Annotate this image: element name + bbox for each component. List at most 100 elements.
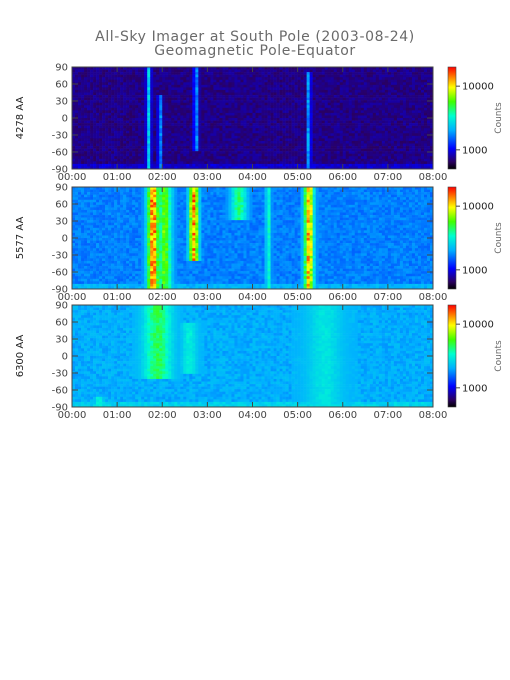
heat-cell xyxy=(405,146,410,149)
heat-cell xyxy=(219,140,223,144)
heat-cell xyxy=(408,156,413,160)
heat-cell xyxy=(213,95,217,98)
heat-cell xyxy=(378,158,383,162)
heat-cell xyxy=(255,148,259,152)
heat-cell xyxy=(264,84,268,88)
heat-cell xyxy=(429,118,434,121)
colorbar-tick-label: 10000 xyxy=(462,82,494,93)
heat-cell xyxy=(219,74,223,78)
heat-cell xyxy=(411,100,416,103)
heat-cell xyxy=(318,163,322,167)
heat-cell xyxy=(387,156,392,160)
x-tick-label: 06:00 xyxy=(328,172,357,183)
heat-cell xyxy=(123,156,127,160)
heat-cell xyxy=(234,143,238,147)
heat-cell xyxy=(264,112,268,116)
heat-cell xyxy=(123,74,127,78)
heat-cell xyxy=(291,146,295,149)
heat-cell xyxy=(348,161,353,165)
heat-cell xyxy=(351,125,356,129)
heat-cell xyxy=(261,77,265,81)
heat-cell xyxy=(114,82,118,86)
heat-cell xyxy=(246,166,250,170)
heat-cell xyxy=(192,151,196,154)
heat-cell xyxy=(339,125,344,129)
heat-cell xyxy=(243,128,247,132)
heat-cell xyxy=(333,97,338,101)
heat-cell xyxy=(297,133,301,137)
heat-cell xyxy=(378,143,383,147)
heat-cell xyxy=(246,110,250,114)
heat-cell xyxy=(324,67,329,70)
heat-cell xyxy=(261,72,265,75)
heat-cell xyxy=(78,112,82,116)
heat-cell xyxy=(258,135,262,139)
heat-cell xyxy=(177,153,181,157)
heat-cell xyxy=(366,67,371,70)
heat-cell xyxy=(330,148,335,152)
heat-cell xyxy=(162,151,166,154)
heat-cell xyxy=(306,163,310,167)
heat-cell xyxy=(231,140,235,144)
heat-cell xyxy=(90,100,94,103)
heat-cell xyxy=(105,133,109,137)
heat-cell xyxy=(201,156,205,160)
heat-cell xyxy=(399,143,404,147)
heat-cell xyxy=(348,115,353,119)
heat-cell xyxy=(285,120,289,124)
heat-cell xyxy=(414,105,419,109)
heat-cell xyxy=(204,89,208,93)
heat-cell xyxy=(366,146,371,149)
heat-cell xyxy=(117,163,121,167)
heat-cell xyxy=(306,84,310,88)
heat-cell xyxy=(414,107,419,111)
heat-cell xyxy=(99,138,103,142)
heat-cell xyxy=(201,107,205,111)
heat-cell xyxy=(330,79,335,83)
heat-cell xyxy=(294,166,298,170)
heat-cell xyxy=(180,110,184,114)
heat-cell xyxy=(411,79,416,83)
heat-cell xyxy=(309,77,313,81)
heat-cell xyxy=(171,69,175,73)
heat-cell xyxy=(300,153,304,157)
heat-cell xyxy=(288,153,292,157)
heat-cell xyxy=(423,130,428,134)
heat-cell xyxy=(75,69,79,73)
heat-cell xyxy=(75,255,79,259)
heat-cell xyxy=(114,118,118,121)
heat-cell xyxy=(393,100,398,103)
heat-cell xyxy=(96,105,100,109)
heat-cell xyxy=(228,74,232,78)
heat-cell xyxy=(222,123,226,126)
heat-cell xyxy=(357,158,362,162)
heat-cell xyxy=(231,120,235,124)
heat-cell xyxy=(177,143,181,147)
heat-cell xyxy=(297,140,301,144)
heat-cell xyxy=(213,125,217,129)
heat-cell xyxy=(99,92,103,96)
heat-cell xyxy=(81,130,85,134)
heat-cell xyxy=(366,95,371,98)
heat-cell xyxy=(138,69,142,73)
heat-cell xyxy=(315,128,319,132)
heat-cell xyxy=(219,89,223,93)
heat-cell xyxy=(288,140,292,144)
heat-cell xyxy=(402,92,407,96)
heat-cell xyxy=(360,67,365,70)
heat-cell xyxy=(159,107,163,111)
heat-cell xyxy=(270,133,274,137)
heat-cell xyxy=(225,102,229,106)
heat-cell xyxy=(240,146,244,149)
heat-cell xyxy=(75,77,79,81)
heat-cell xyxy=(279,161,283,165)
heat-cell xyxy=(318,112,322,116)
heat-cell xyxy=(159,130,163,134)
heat-cell xyxy=(84,130,88,134)
heat-cell xyxy=(267,138,271,142)
heat-cell xyxy=(384,100,389,103)
heat-cell xyxy=(426,140,431,144)
heat-cell xyxy=(120,89,124,93)
heat-cell xyxy=(402,161,407,165)
heat-cell xyxy=(102,72,106,75)
